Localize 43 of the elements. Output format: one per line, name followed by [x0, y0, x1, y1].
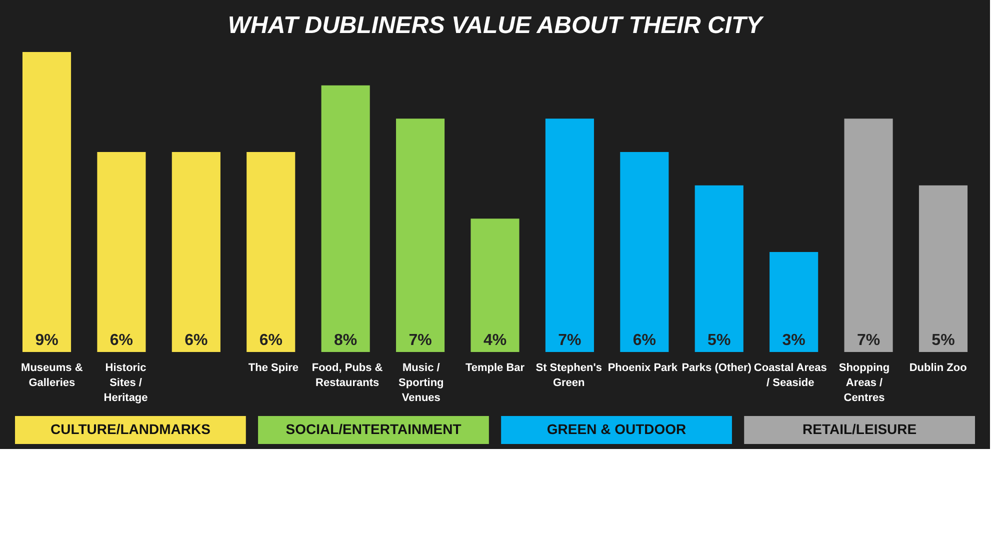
x-tick-label: The Spire [248, 362, 299, 374]
x-tick-label: Music / Sporting Venues [398, 362, 444, 404]
text: CULTURE/LANDMARKS [50, 421, 210, 437]
data-label: 6% [259, 332, 282, 349]
bar [694, 185, 744, 352]
text: GREEN & OUTDOOR [546, 421, 686, 437]
bar [918, 185, 968, 352]
data-label: 6% [632, 332, 656, 349]
bar [246, 152, 296, 352]
data-label: 6% [184, 332, 208, 349]
x-tick-label: St Stephen's Green [536, 362, 602, 389]
bar [321, 85, 370, 352]
data-label: 5% [708, 332, 731, 349]
data-label: 7% [856, 332, 880, 349]
x-tick-label: Food, Pubs & Restaurants [312, 362, 383, 389]
data-label: 5% [932, 332, 955, 349]
x-tick-label: Phoenix Park [608, 362, 678, 374]
x-tick-label: Coastal Areas / Seaside [754, 362, 827, 389]
data-label: 7% [408, 332, 432, 349]
data-label: 3% [782, 332, 806, 349]
data-label: 9% [35, 332, 58, 349]
bar [844, 118, 893, 352]
x-tick-label: Temple Bar [465, 362, 526, 374]
bar [97, 152, 146, 352]
x-tick-label: Museums & Galleries [21, 362, 83, 389]
text: RETAIL/LEISURE [802, 421, 917, 437]
bar [770, 252, 818, 352]
bar [470, 218, 520, 352]
bar [172, 152, 220, 352]
x-tick-label: Historic Sites / Heritage [104, 362, 148, 404]
bar [620, 152, 669, 352]
bar [22, 52, 72, 352]
x-tick-label: Shopping Areas / Centres [838, 362, 890, 404]
x-tick-label: Dublin Zoo [909, 362, 968, 374]
chart-title: WHAT DUBLINERS VALUE ABOUT THEIR CITY [228, 12, 764, 39]
data-label: 7% [558, 332, 582, 349]
bar [396, 118, 445, 352]
bar [545, 118, 594, 352]
text: SOCIAL/ENTERTAINMENT [286, 421, 462, 437]
x-tick-label: Parks (Other) [682, 362, 752, 374]
data-label: 6% [110, 332, 134, 349]
data-label: 8% [334, 332, 358, 349]
data-label: 4% [483, 332, 507, 349]
